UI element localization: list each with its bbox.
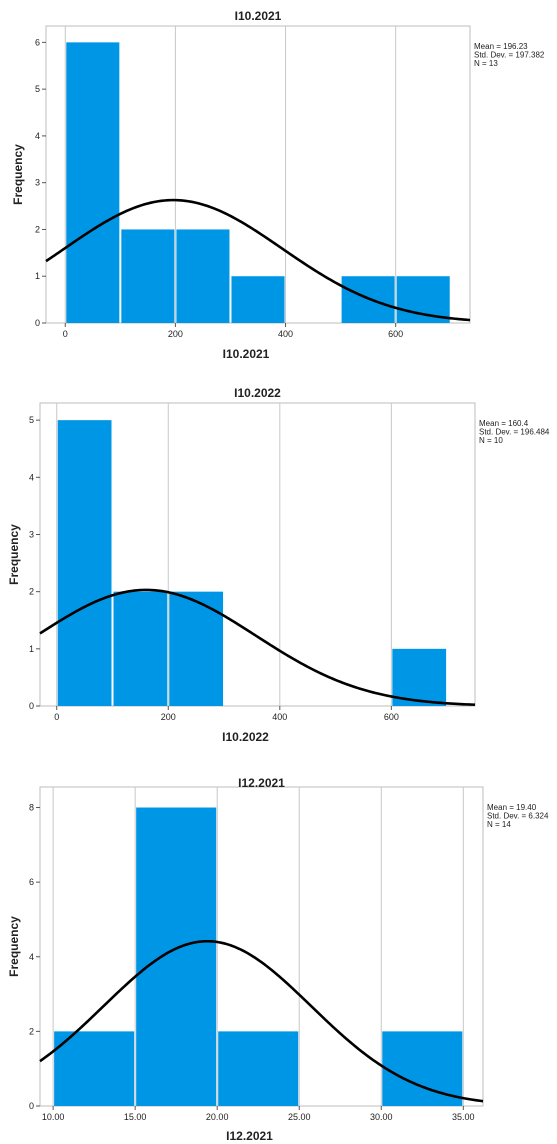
y-tick-label: 4 [29, 472, 34, 482]
stats-line: Mean = 160.4 [479, 419, 529, 428]
histogram-bar [176, 229, 230, 323]
y-tick-label: 3 [35, 178, 40, 188]
histogram-bar [382, 1031, 463, 1106]
y-tick-label: 6 [35, 37, 40, 47]
y-tick-label: 2 [29, 1026, 34, 1036]
x-tick-label: 200 [168, 329, 183, 339]
y-tick-label: 3 [29, 529, 34, 539]
histogram-panel-2: 0 1 2 3 4 5 0 200 400 600 I10.2022 I10.2022 Frequenc… [7, 386, 550, 744]
x-tick-label: 0 [54, 712, 59, 722]
normal-curve [39, 939, 484, 1103]
y-tick-label: 1 [35, 271, 40, 281]
x-tick-label: 15.00 [124, 1112, 147, 1122]
y-tick-label: 2 [35, 224, 40, 234]
stats-line: Mean = 19.40 [487, 803, 537, 812]
y-tick-label: 0 [29, 1101, 34, 1111]
x-tick-label: 200 [161, 712, 176, 722]
histogram-bar [121, 229, 175, 323]
x-tick-label: 400 [278, 329, 293, 339]
y-tick-label: 5 [29, 415, 34, 425]
y-tick-label: 0 [35, 318, 40, 328]
x-tick-label: 600 [388, 329, 403, 339]
y-axis-label: Frequency [7, 524, 21, 585]
histogram-bar [54, 1031, 135, 1106]
chart-title: I10.2022 [234, 386, 281, 400]
y-tick-label: 4 [35, 131, 40, 141]
stats-line: Std. Dev. = 6.324 [487, 812, 549, 821]
stats-line: N = 13 [474, 59, 498, 68]
histogram-panel-3: 0 2 4 6 8 10.00 15.00 20.00 25.00 30.00 35.00 I12.2… [7, 776, 549, 1143]
x-axis-label: I12.2021 [226, 1129, 273, 1143]
histogram-bar [66, 42, 120, 323]
x-tick-label: 10.00 [42, 1112, 65, 1122]
histogram-bar [218, 1031, 299, 1106]
chart-title: I12.2021 [238, 776, 285, 790]
stats-line: N = 10 [479, 436, 503, 445]
normal-curve [45, 198, 471, 322]
x-tick-label: 35.00 [452, 1112, 475, 1122]
y-tick-label: 6 [29, 877, 34, 887]
histogram-bar [57, 420, 112, 706]
y-axis-label: Frequency [11, 144, 25, 205]
y-tick-label: 5 [35, 84, 40, 94]
histogram-bar [169, 591, 224, 706]
histogram-bar [113, 591, 168, 706]
stats-line: N = 14 [487, 820, 511, 829]
y-axis-label: Frequency [7, 916, 21, 977]
x-axis-label: I10.2022 [222, 730, 269, 744]
x-tick-label: 0 [63, 329, 68, 339]
x-tick-label: 20.00 [206, 1112, 229, 1122]
histogram-bar [136, 807, 217, 1106]
x-axis-label: I10.2021 [223, 347, 270, 361]
y-tick-label: 8 [29, 803, 34, 813]
normal-curve [39, 588, 476, 707]
stats-line: Mean = 196.23 [474, 42, 528, 51]
x-tick-label: 400 [272, 712, 287, 722]
stats-line: Std. Dev. = 197.382 [474, 51, 545, 60]
y-tick-label: 4 [29, 952, 34, 962]
x-tick-label: 600 [384, 712, 399, 722]
y-tick-label: 1 [29, 644, 34, 654]
y-tick-label: 0 [29, 701, 34, 711]
histogram-bar [231, 276, 285, 323]
chart-title: I10.2021 [235, 9, 282, 23]
y-tick-label: 2 [29, 587, 34, 597]
x-tick-label: 30.00 [370, 1112, 393, 1122]
histogram-panel-1: 0 1 2 3 4 5 6 0 200 400 600 I10.2021 I10.2021 Frequen… [11, 9, 545, 361]
histogram-bar [392, 648, 447, 706]
x-tick-label: 25.00 [288, 1112, 311, 1122]
stats-line: Std. Dev. = 196.484 [479, 428, 550, 437]
